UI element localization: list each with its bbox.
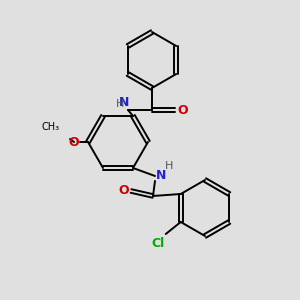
Text: O: O — [118, 184, 129, 197]
Text: H: H — [116, 99, 124, 109]
Text: O: O — [68, 136, 79, 148]
Text: H: H — [165, 161, 173, 171]
Text: CH₃: CH₃ — [42, 122, 60, 132]
Text: Cl: Cl — [152, 237, 165, 250]
Text: N: N — [156, 169, 166, 182]
Text: O: O — [177, 103, 188, 116]
Text: N: N — [118, 96, 129, 109]
